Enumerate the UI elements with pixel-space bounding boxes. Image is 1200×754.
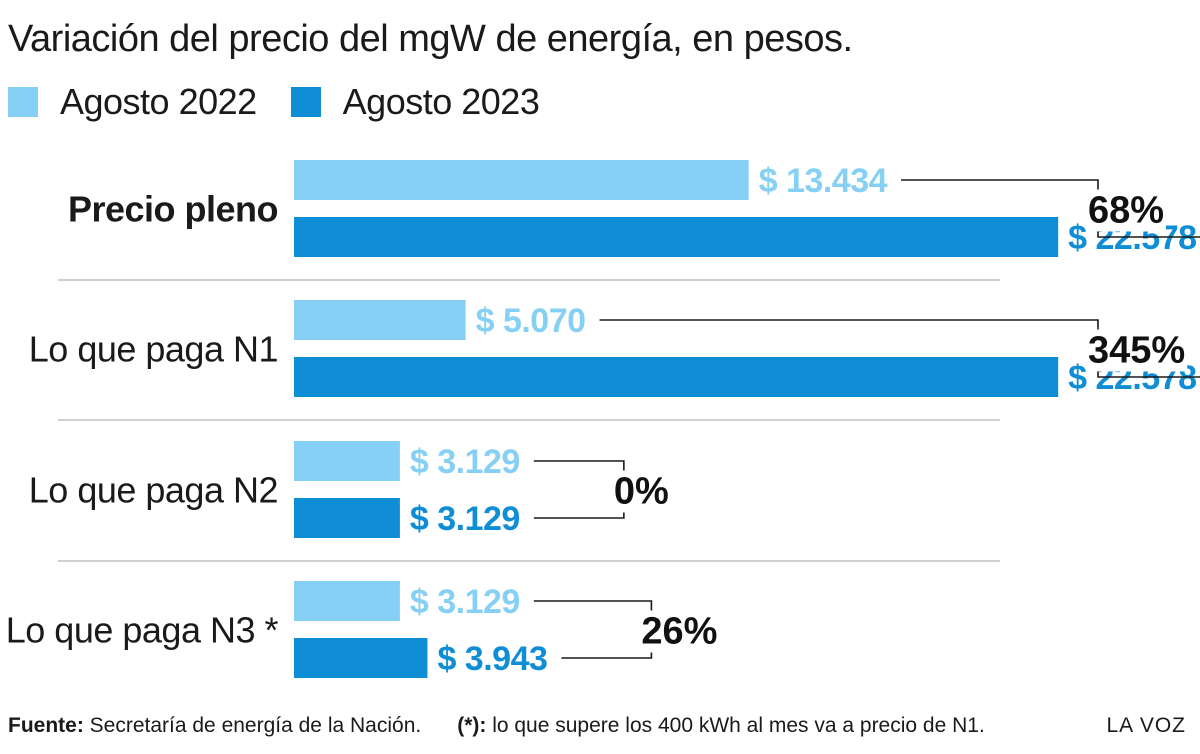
bar-2023 bbox=[294, 217, 1059, 257]
variation-label: 26% bbox=[641, 611, 717, 653]
source-label: Fuente: bbox=[8, 714, 84, 737]
category-label: Precio pleno bbox=[68, 189, 278, 230]
variation-label-bg bbox=[611, 470, 671, 513]
legend-label-2023: Agosto 2023 bbox=[342, 81, 540, 122]
legend-item-2023: Agosto 2023 bbox=[290, 81, 540, 123]
legend-swatch-2023 bbox=[290, 87, 321, 117]
footnote-label: (*): bbox=[457, 714, 487, 737]
bar-2022 bbox=[294, 300, 466, 340]
category-label: Lo que paga N1 bbox=[29, 329, 278, 370]
variation-label-bg bbox=[639, 610, 720, 653]
data-label: $ 5.070 bbox=[476, 302, 586, 340]
variation-label-bg bbox=[1086, 329, 1188, 372]
footer: Fuente: Secretaría de energía de la Naci… bbox=[8, 714, 1186, 738]
variation-label: 345% bbox=[1088, 330, 1185, 372]
chart-title: Variación del precio del mgW de energía,… bbox=[8, 18, 853, 60]
data-label: $ 13.434 bbox=[759, 162, 888, 200]
source-note: Fuente: Secretaría de energía de la Naci… bbox=[8, 714, 421, 738]
footnote-text: lo que supere los 400 kWh al mes va a pr… bbox=[486, 714, 985, 737]
footnote: (*): lo que supere los 400 kWh al mes va… bbox=[457, 714, 985, 738]
variation-label-bg bbox=[1086, 189, 1167, 232]
variation-bracket bbox=[533, 460, 625, 519]
source-text: Secretaría de energía de la Nación. bbox=[83, 714, 422, 737]
bar-2023 bbox=[294, 357, 1059, 397]
variation-bracket bbox=[533, 600, 653, 659]
bar-2022 bbox=[294, 581, 400, 621]
data-label: $ 3.129 bbox=[410, 583, 520, 621]
variation-label: 68% bbox=[1088, 190, 1164, 232]
legend-label-2022: Agosto 2022 bbox=[60, 81, 257, 122]
bar-2023 bbox=[294, 498, 400, 538]
bar-2023 bbox=[294, 638, 428, 678]
category-label: Lo que paga N3 * bbox=[6, 610, 279, 651]
bar-2022 bbox=[294, 160, 749, 200]
bar-2022 bbox=[294, 441, 400, 481]
data-label: $ 3.129 bbox=[410, 443, 520, 481]
legend: Agosto 2022 Agosto 2023 bbox=[8, 80, 573, 124]
brand-logo: LA VOZ bbox=[1106, 714, 1186, 737]
legend-swatch-2022 bbox=[8, 87, 38, 117]
data-label: $ 3.943 bbox=[437, 640, 547, 678]
data-label: $ 3.129 bbox=[410, 500, 520, 538]
legend-item-2022: Agosto 2022 bbox=[8, 81, 257, 123]
variation-label: 0% bbox=[614, 471, 669, 513]
category-label: Lo que paga N2 bbox=[29, 470, 278, 511]
